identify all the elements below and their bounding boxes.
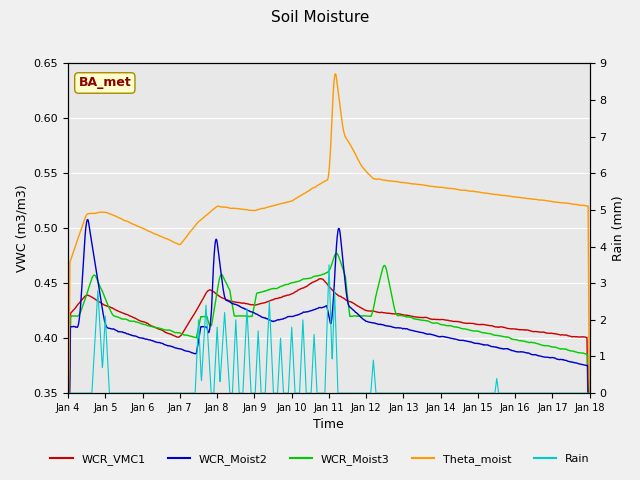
Text: BA_met: BA_met: [79, 76, 131, 89]
Y-axis label: Rain (mm): Rain (mm): [612, 195, 625, 261]
Y-axis label: VWC (m3/m3): VWC (m3/m3): [15, 184, 28, 272]
Text: Soil Moisture: Soil Moisture: [271, 10, 369, 24]
Legend: WCR_VMC1, WCR_Moist2, WCR_Moist3, Theta_moist, Rain: WCR_VMC1, WCR_Moist2, WCR_Moist3, Theta_…: [46, 450, 594, 469]
X-axis label: Time: Time: [314, 419, 344, 432]
